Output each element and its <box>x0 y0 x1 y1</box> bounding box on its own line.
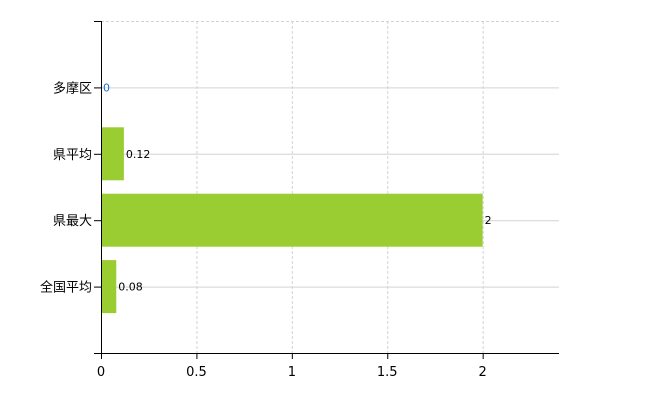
category-label: 全国平均 <box>40 280 92 296</box>
data-label: 0.12 <box>126 148 150 161</box>
data-label: 0.08 <box>118 281 142 294</box>
category-label: 県平均 <box>53 148 92 163</box>
data-label: 0 <box>103 81 110 94</box>
data-label: 2 <box>485 214 492 227</box>
x-tick-label: 1 <box>288 365 296 380</box>
bar <box>101 127 124 181</box>
bar <box>101 260 117 314</box>
bar <box>101 193 483 247</box>
x-tick-label: 1.5 <box>377 365 398 380</box>
x-tick-label: 0.5 <box>186 365 207 380</box>
x-tick-label: 2 <box>479 365 487 380</box>
category-label: 県最大 <box>53 214 92 229</box>
x-tick-label: 0 <box>97 365 105 380</box>
category-label: 多摩区 <box>53 80 92 96</box>
